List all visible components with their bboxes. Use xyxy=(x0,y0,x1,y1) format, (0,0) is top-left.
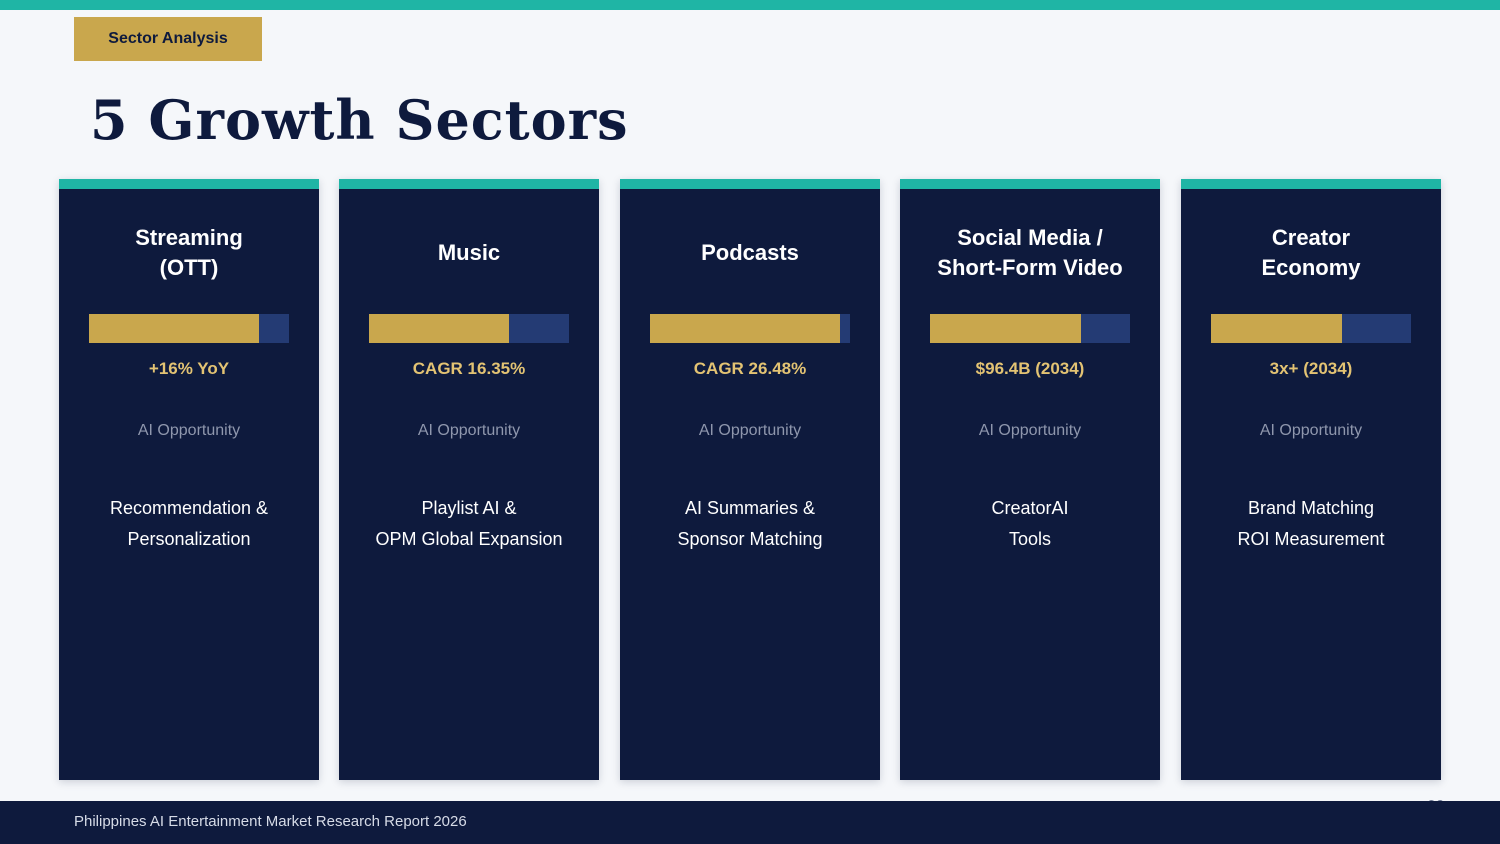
card-accent-bar xyxy=(620,179,880,189)
opportunity-text: Playlist AI & OPM Global Expansion xyxy=(375,498,563,549)
growth-bar-fill xyxy=(89,314,259,343)
section-tag: Sector Analysis xyxy=(74,17,262,61)
top-accent-bar xyxy=(0,0,1500,10)
sector-metric: +16% YoY xyxy=(148,359,230,378)
sector-title: Music xyxy=(437,240,501,265)
opportunity-label: AI Opportunity xyxy=(978,422,1082,439)
sector-card-podcasts: Podcasts CAGR 26.48% AI Opportunity AI S… xyxy=(620,179,880,780)
card-accent-bar xyxy=(339,179,599,189)
footer-text: Philippines AI Entertainment Market Rese… xyxy=(74,813,467,830)
opportunity-label: AI Opportunity xyxy=(417,422,521,439)
card-accent-bar xyxy=(900,179,1160,189)
sector-title: Social Media / Short-Form Video xyxy=(937,225,1123,280)
opportunity-text: Recommendation & Personalization xyxy=(109,498,269,549)
sector-metric: 3x+ (2034) xyxy=(1269,359,1353,378)
sector-title: Streaming (OTT) xyxy=(135,225,243,280)
growth-bar-track xyxy=(1211,314,1411,343)
sector-title: Podcasts xyxy=(701,240,799,265)
opportunity-text: AI Summaries & Sponsor Matching xyxy=(677,498,823,549)
sector-title: Creator Economy xyxy=(1261,225,1361,280)
sector-card-streaming: Streaming (OTT) +16% YoY AI Opportunity … xyxy=(59,179,319,780)
opportunity-text: CreatorAI Tools xyxy=(991,498,1069,549)
growth-bar-fill xyxy=(369,314,509,343)
sector-card-creator-economy: Creator Economy 3x+ (2034) AI Opportunit… xyxy=(1181,179,1441,780)
sector-metric: CAGR 16.35% xyxy=(412,359,526,378)
growth-bar-fill xyxy=(930,314,1081,343)
growth-bar-track xyxy=(89,314,289,343)
sector-card-social-media: Social Media / Short-Form Video $96.4B (… xyxy=(900,179,1160,780)
growth-bar-track xyxy=(369,314,569,343)
page-title: 5 Growth Sectors xyxy=(90,88,629,152)
sector-card-music: Music CAGR 16.35% AI Opportunity Playlis… xyxy=(339,179,599,780)
sector-cards: Streaming (OTT) +16% YoY AI Opportunity … xyxy=(59,179,1441,780)
opportunity-label: AI Opportunity xyxy=(137,422,241,439)
growth-bar-track xyxy=(650,314,850,343)
growth-bar-fill xyxy=(650,314,840,343)
growth-bar-fill xyxy=(1211,314,1342,343)
footer-bar: Philippines AI Entertainment Market Rese… xyxy=(0,801,1500,844)
opportunity-label: AI Opportunity xyxy=(698,422,802,439)
sector-metric: $96.4B (2034) xyxy=(975,359,1085,378)
growth-bar-track xyxy=(930,314,1130,343)
opportunity-text: Brand Matching ROI Measurement xyxy=(1237,498,1385,549)
card-accent-bar xyxy=(1181,179,1441,189)
opportunity-label: AI Opportunity xyxy=(1259,422,1363,439)
card-accent-bar xyxy=(59,179,319,189)
sector-metric: CAGR 26.48% xyxy=(693,359,807,378)
